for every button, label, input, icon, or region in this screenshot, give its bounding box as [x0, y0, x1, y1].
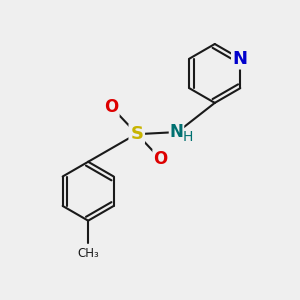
Text: CH₃: CH₃ — [77, 247, 99, 260]
Text: O: O — [153, 150, 167, 168]
Text: N: N — [169, 123, 183, 141]
Text: O: O — [105, 98, 119, 116]
Text: H: H — [183, 130, 194, 144]
Text: N: N — [233, 50, 248, 68]
Text: S: S — [130, 125, 143, 143]
